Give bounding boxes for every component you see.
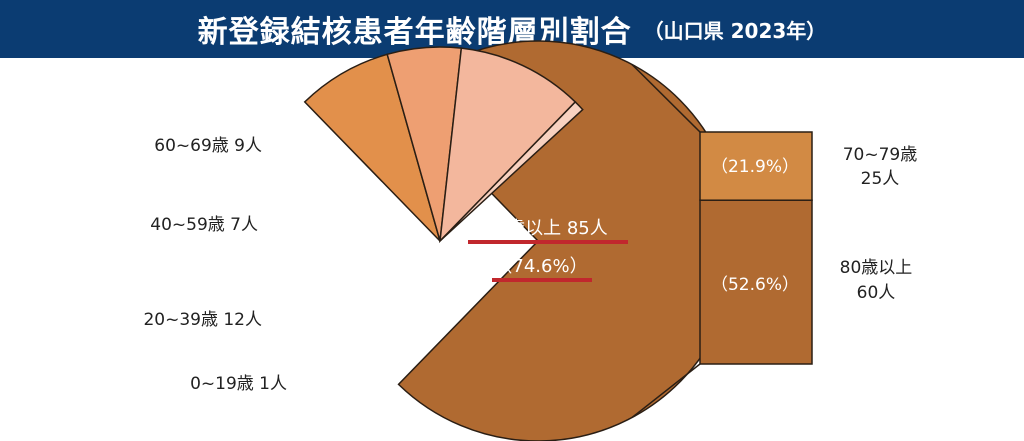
breakdown-connector-lines [631,63,701,419]
connector-line-top [631,63,701,133]
slice-label-20-39: 20~39歳 12人 [143,310,262,330]
segment-70-79 [699,131,813,201]
segment-percent-70-79: （21.9%） [711,157,799,177]
segment-percent-80-plus: （52.6%） [711,275,799,295]
slice-0-19 [439,100,584,242]
connector-line-bottom [631,363,701,419]
chart-subtitle: （山口県 2023年） [643,18,827,43]
segment-label-80-plus-line1: 80歳以上 [840,258,913,278]
big-slice-label: 70歳以上 85人 [484,218,608,239]
big-slice-percent: （74.6%） [494,256,587,277]
exploded-slices-group [303,46,584,244]
slice-label-40-59: 40~59歳 7人 [150,215,258,235]
segment-label-80-plus-line2: 60人 [857,283,896,303]
slice-label-0-19: 0~19歳 1人 [190,374,287,394]
segment-label-70-79-line1: 70~79歳 [843,145,918,165]
slice-label-60-69: 60~69歳 9人 [154,136,262,156]
segment-80-plus [699,199,813,365]
breakdown-bar [699,131,813,365]
segment-label-70-79-line2: 25人 [861,169,900,189]
slice-60-69 [303,53,441,242]
slice-20-39 [439,47,577,244]
